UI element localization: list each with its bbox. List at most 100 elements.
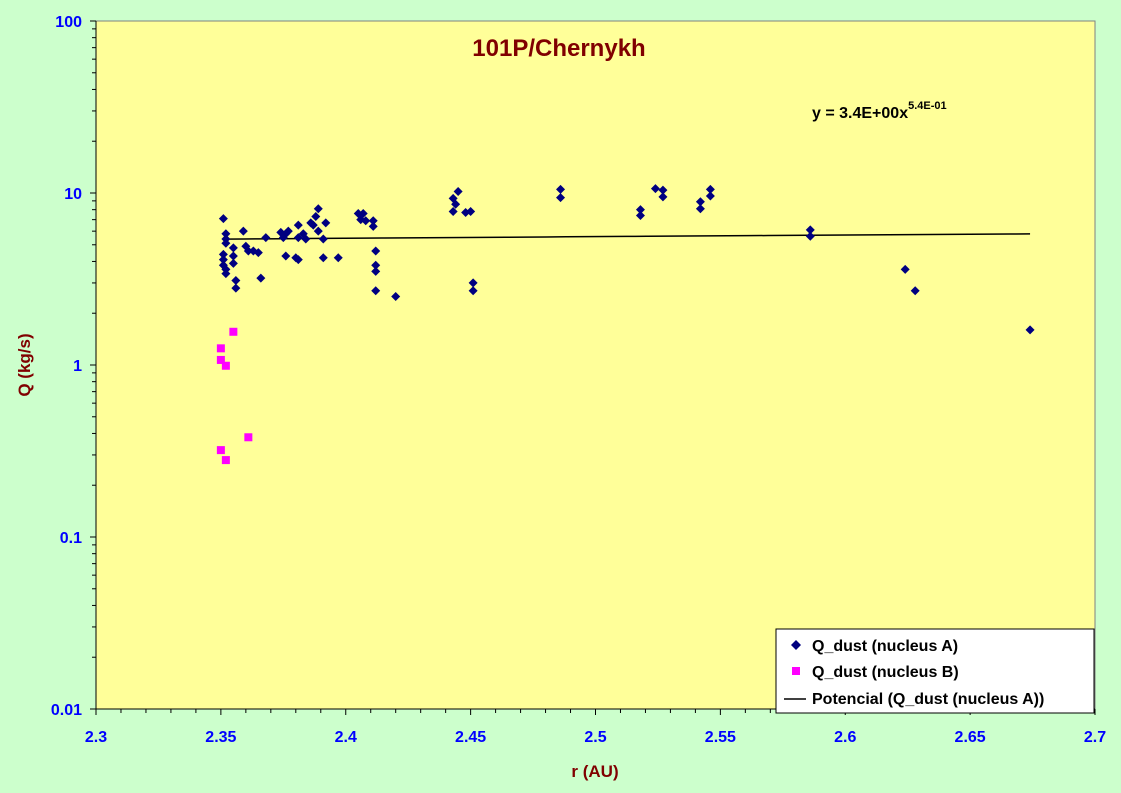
data-point-nucleus-a: [228, 251, 238, 261]
data-point-nucleus-a: [805, 225, 815, 235]
x-tick-label: 2.6: [834, 729, 856, 746]
data-point-nucleus-a: [221, 269, 231, 279]
data-point-nucleus-a: [448, 207, 458, 217]
y-tick-label: 1: [73, 358, 82, 375]
data-point-nucleus-a: [371, 286, 381, 296]
data-point-nucleus-a: [468, 286, 478, 296]
data-point-nucleus-b: [216, 344, 225, 353]
data-point-nucleus-b: [221, 361, 230, 370]
data-point-nucleus-a: [453, 187, 463, 197]
trendline-equation-main: y = 3.4E+00x: [812, 105, 908, 122]
data-point-nucleus-a: [301, 234, 311, 244]
data-point-nucleus-a: [556, 193, 566, 203]
y-tick-label: 0.1: [60, 530, 82, 547]
data-point-nucleus-a: [243, 246, 253, 256]
trendline-path: [223, 233, 1031, 240]
data-point-nucleus-b: [216, 446, 225, 455]
x-tick-label: 2.7: [1084, 729, 1106, 746]
data-point-nucleus-a: [293, 255, 303, 265]
data-point-nucleus-a: [318, 253, 328, 263]
data-point-nucleus-a: [371, 260, 381, 270]
data-point-nucleus-a: [695, 204, 705, 214]
legend-box: [775, 628, 1095, 714]
legend-label-nucleus-a: Q_dust (nucleus A): [812, 638, 958, 655]
y-tick-label: 0.01: [51, 702, 82, 719]
data-point-nucleus-a: [261, 233, 271, 243]
data-point-nucleus-a: [281, 251, 291, 261]
x-tick-label: 2.35: [205, 729, 236, 746]
x-tick-label: 2.3: [85, 729, 107, 746]
data-point-nucleus-a: [218, 249, 228, 259]
data-point-nucleus-a: [253, 248, 263, 258]
trendline: [223, 233, 1031, 240]
data-point-nucleus-a: [238, 226, 248, 236]
trendline-equation-exponent: 5.4E-01: [908, 100, 947, 112]
chart-title: 101P/Chernykh: [472, 35, 645, 62]
data-point-nucleus-a: [221, 238, 231, 248]
data-point-nucleus-a: [218, 214, 228, 224]
y-axis-title: Q (kg/s): [15, 333, 34, 396]
legend: Q_dust (nucleus A) Q_dust (nucleus B) Po…: [775, 628, 1095, 714]
data-point-nucleus-a: [705, 184, 715, 194]
data-point-nucleus-a: [371, 246, 381, 256]
data-point-nucleus-b: [244, 433, 253, 442]
data-point-nucleus-a: [805, 231, 815, 241]
data-point-nucleus-a: [900, 264, 910, 274]
legend-marker-nucleus-b: [792, 667, 800, 675]
data-point-nucleus-a: [256, 273, 266, 283]
data-point-nucleus-a: [368, 216, 378, 226]
data-point-nucleus-a: [391, 292, 401, 302]
data-point-nucleus-a: [468, 278, 478, 288]
data-point-nucleus-a: [321, 218, 331, 228]
data-point-nucleus-a: [658, 185, 668, 195]
data-point-nucleus-a: [658, 192, 668, 202]
data-point-nucleus-a: [218, 255, 228, 265]
data-point-nucleus-a: [650, 184, 660, 194]
x-tick-label: 2.55: [705, 729, 736, 746]
y-tick-label: 100: [55, 14, 82, 31]
plot-area: [95, 20, 1096, 710]
x-axis-title: r (AU): [571, 762, 618, 781]
data-point-nucleus-a: [231, 275, 241, 285]
data-point-nucleus-b: [229, 327, 238, 336]
data-point-nucleus-a: [358, 209, 368, 219]
data-point-nucleus-a: [371, 266, 381, 276]
data-point-nucleus-a: [313, 226, 323, 236]
data-point-nucleus-a: [228, 243, 238, 253]
data-point-nucleus-a: [308, 220, 318, 230]
trendline-equation: y = 3.4E+00x5.4E-01: [812, 100, 947, 122]
data-point-nucleus-a: [293, 220, 303, 230]
data-point-nucleus-b: [221, 456, 230, 465]
data-point-nucleus-a: [451, 199, 461, 209]
data-point-nucleus-a: [333, 253, 343, 263]
x-tick-label: 2.4: [335, 729, 357, 746]
data-point-nucleus-a: [311, 212, 321, 222]
data-point-nucleus-a: [635, 210, 645, 220]
data-point-nucleus-a: [635, 205, 645, 215]
x-tick-label: 2.45: [455, 729, 486, 746]
data-point-nucleus-a: [466, 207, 476, 217]
data-point-nucleus-a: [283, 226, 293, 236]
data-point-nucleus-a: [231, 283, 241, 293]
axes: 2.3 2.35 2.4 2.45 2.5 2.55 2.6 2.65 2.7 0.01 0.1 1 1…: [51, 14, 1106, 746]
data-point-nucleus-a: [1025, 325, 1035, 335]
data-point-nucleus-a: [556, 184, 566, 194]
legend-marker-nucleus-a: [791, 640, 801, 650]
legend-label-nucleus-b: Q_dust (nucleus B): [812, 664, 959, 681]
data-point-nucleus-a: [313, 204, 323, 214]
data-point-nucleus-a: [361, 216, 371, 226]
data-point-nucleus-a: [705, 191, 715, 201]
series-nucleus-b: [216, 327, 253, 465]
data-point-nucleus-a: [368, 221, 378, 231]
data-point-nucleus-a: [228, 258, 238, 268]
series-nucleus-a: [218, 184, 1035, 335]
x-tick-label: 2.65: [955, 729, 986, 746]
y-tick-label: 10: [64, 186, 82, 203]
x-tick-label: 2.5: [584, 729, 606, 746]
data-point-nucleus-b: [216, 355, 225, 364]
data-point-nucleus-a: [910, 286, 920, 296]
legend-label-trendline: Potencial (Q_dust (nucleus A)): [812, 691, 1044, 708]
data-point-nucleus-a: [695, 197, 705, 207]
data-point-nucleus-a: [318, 234, 328, 244]
